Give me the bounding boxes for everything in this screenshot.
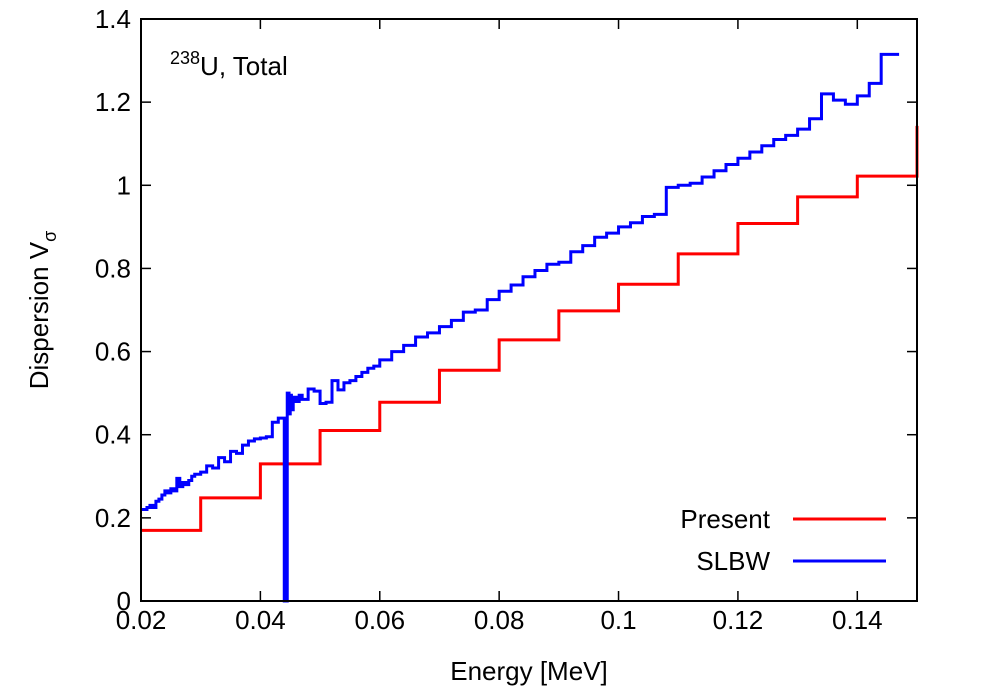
annotation-superscript: 238 (170, 48, 200, 68)
y-tick-label: 0.8 (95, 253, 131, 283)
y-tick-label: 0.4 (95, 420, 131, 450)
y-tick-label: 1 (117, 170, 131, 200)
series-layer (141, 52, 919, 603)
y-tick-label: 0.6 (95, 337, 131, 367)
x-tick-label: 0.12 (713, 605, 764, 635)
y-axis-title: Dispersion Vσ (24, 231, 60, 390)
chart-annotation: 238U, Total (170, 48, 288, 81)
legend: Present SLBW (680, 504, 886, 576)
x-tick-label: 0.08 (474, 605, 525, 635)
x-tick-label: 0.1 (600, 605, 636, 635)
x-tick-label: 0.06 (354, 605, 405, 635)
y-tick-label: 0.2 (95, 503, 131, 533)
series-line-present (141, 125, 919, 532)
y-tick-label: 1.4 (95, 4, 131, 34)
x-tick-label: 0.04 (235, 605, 286, 635)
series-line-slbw (141, 52, 900, 603)
y-tick-label: 1.2 (95, 87, 131, 117)
y-axis-title-sub: σ (40, 231, 60, 242)
y-tick-labels: 0 0.2 0.4 0.6 0.8 1 1.2 1.4 (95, 4, 131, 616)
legend-label-present: Present (680, 504, 770, 534)
y-axis-title-main: Dispersion V (24, 241, 54, 389)
plot-frame (140, 18, 918, 602)
legend-label-slbw: SLBW (696, 546, 770, 576)
x-axis-title: Energy [MeV] (450, 656, 608, 686)
x-tick-labels: 0.02 0.04 0.06 0.08 0.1 0.12 0.14 (116, 605, 883, 635)
x-tick-label: 0.02 (116, 605, 167, 635)
y-tick-label: 0 (117, 586, 131, 616)
axis-ticks (140, 18, 917, 602)
annotation-text: U, Total (200, 51, 288, 81)
x-tick-label: 0.14 (832, 605, 883, 635)
